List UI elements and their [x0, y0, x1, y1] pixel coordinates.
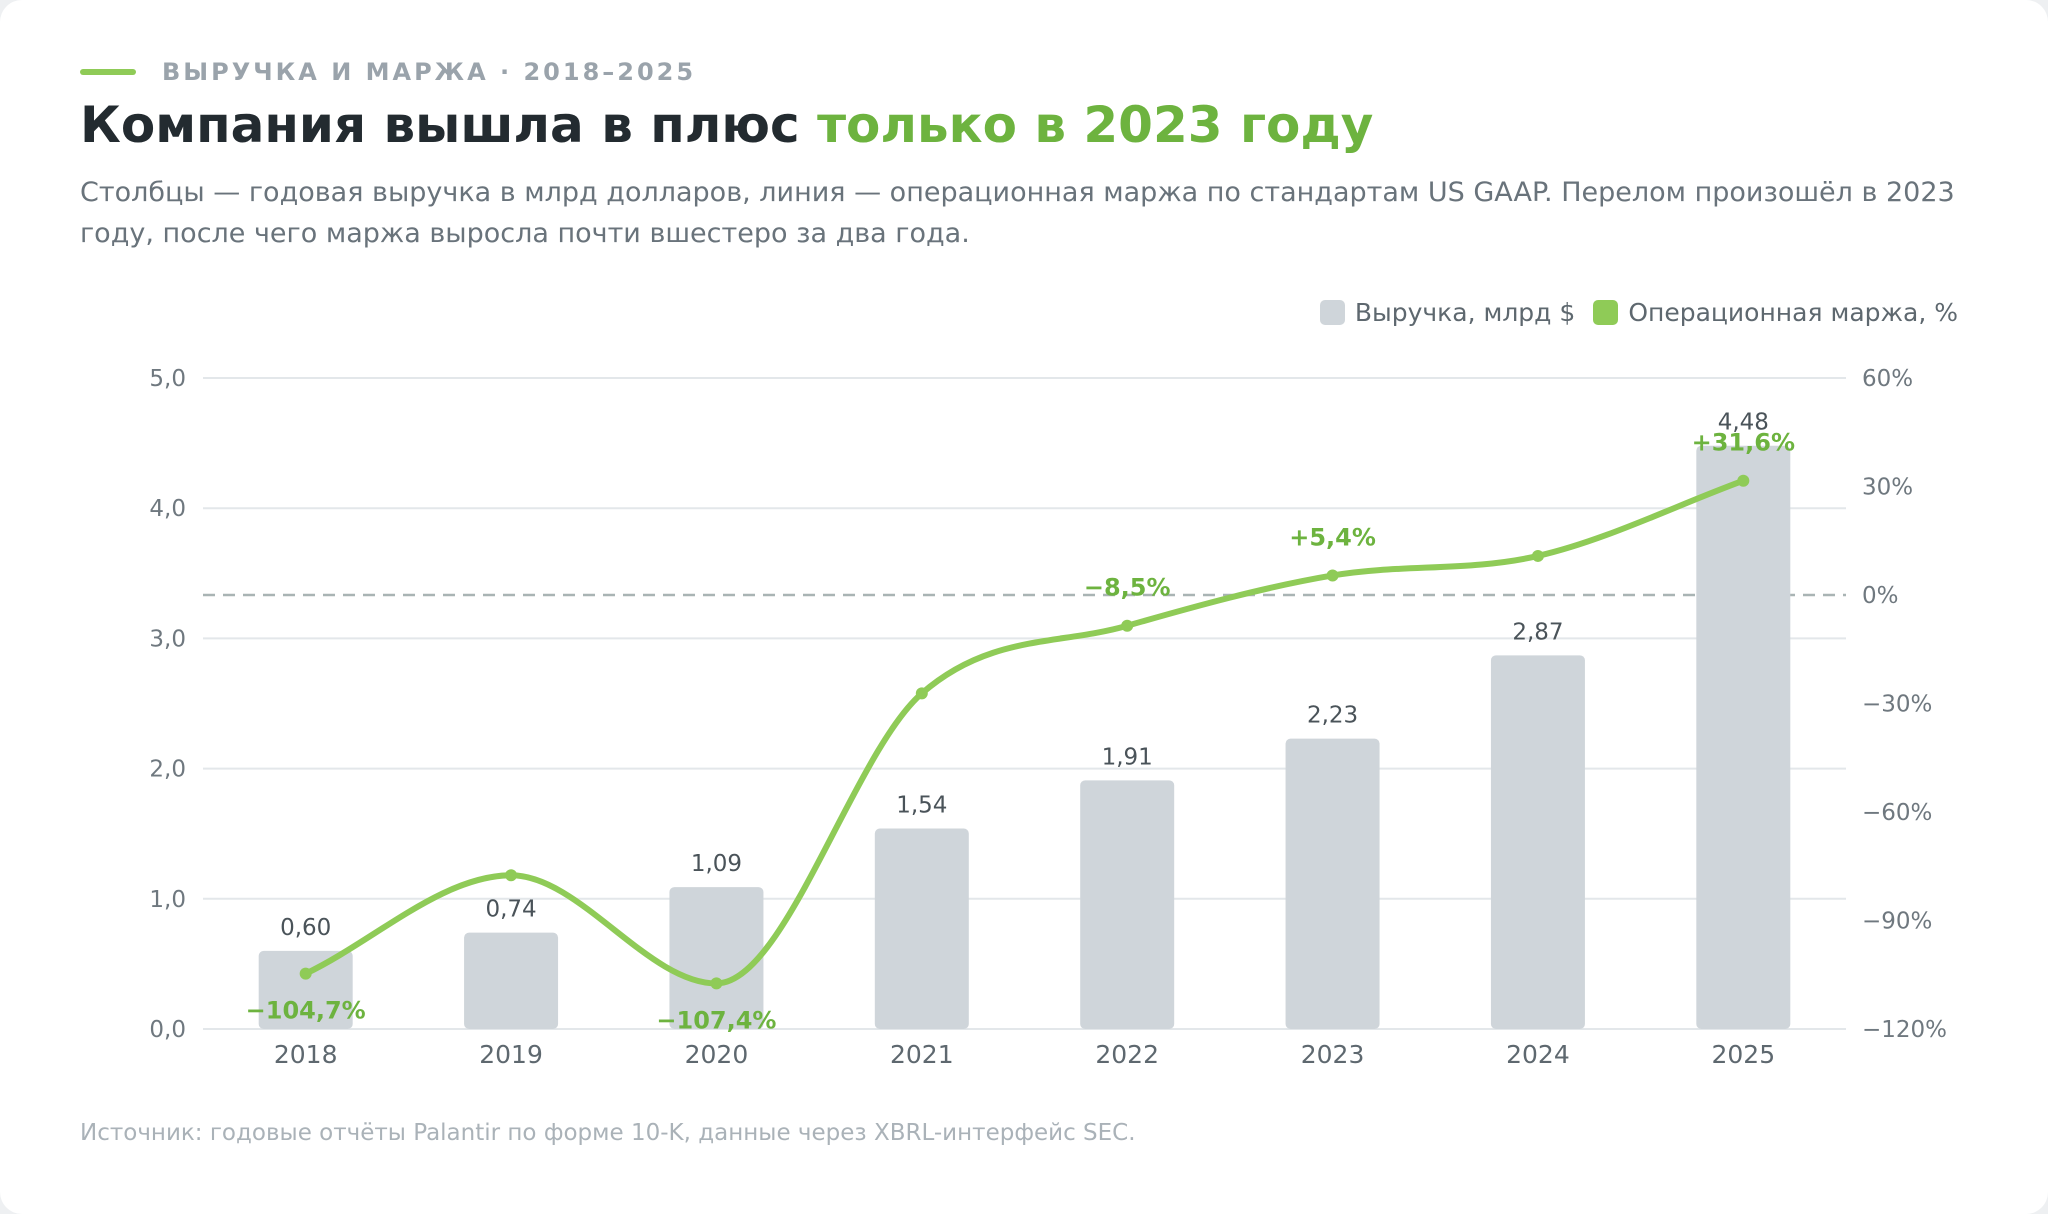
y-right-tick-label: 60%	[1862, 366, 1913, 392]
x-tick-label: 2023	[1301, 1040, 1365, 1069]
legend: Выручка, млрд $ Операционная маржа, %	[1302, 298, 1958, 327]
x-tick-label: 2020	[685, 1040, 749, 1069]
margin-line	[302, 477, 1747, 987]
y-right-tick-label: −30%	[1862, 692, 1932, 718]
revenue-bar	[1080, 780, 1175, 1029]
revenue-bar	[1490, 655, 1585, 1029]
source-note: Источник: годовые отчёты Palantir по фор…	[80, 1120, 1136, 1146]
revenue-value-label: 4,48	[1718, 410, 1769, 436]
axis-labels: 0,0 1,0 2,0 3,0 4,0 5,0 −120% −90% −60% −30% 0% 30%…	[149, 366, 1947, 1069]
margin-point	[505, 869, 518, 882]
y-right-tick-label: 30%	[1862, 475, 1913, 501]
grid-lines	[203, 377, 1846, 1030]
revenue-value-label: 1,91	[1102, 744, 1153, 770]
revenue-value-label: 0,60	[280, 915, 331, 941]
y-left-tick-label: 3,0	[149, 626, 186, 652]
y-right-tick-label: −90%	[1862, 909, 1932, 935]
legend-item-revenue: Выручка, млрд $	[1319, 298, 1576, 327]
margin-value-label: −104,7%	[246, 997, 366, 1025]
margin-value-label: −107,4%	[656, 1006, 776, 1034]
y-left-tick-label: 0,0	[149, 1017, 186, 1043]
eyebrow-text: ВЫРУЧКА И МАРЖА · 2018–2025	[162, 58, 697, 86]
bar-series	[258, 445, 1791, 1030]
margin-point	[1531, 549, 1544, 562]
x-tick-label: 2018	[274, 1040, 338, 1069]
line-series	[299, 474, 1750, 990]
x-tick-label: 2019	[479, 1040, 543, 1069]
legend-swatch-margin	[1593, 300, 1619, 325]
revenue-bar	[1285, 738, 1380, 1029]
eyebrow-rule	[80, 69, 136, 75]
y-right-tick-label: 0%	[1862, 583, 1899, 609]
title-main: Компания вышла в плюс	[80, 96, 818, 154]
y-left-tick-label: 5,0	[149, 366, 186, 392]
revenue-bar	[669, 887, 764, 1029]
y-left-tick-label: 1,0	[149, 887, 186, 913]
revenue-bar	[1696, 445, 1791, 1030]
revenue-value-label: 0,74	[485, 897, 536, 923]
margin-point	[915, 687, 928, 700]
data-labels: 0,60 0,74 1,09 1,54 1,91 2,23 2,87 4,48 −104,7% −…	[246, 410, 1795, 1035]
revenue-value-label: 2,23	[1307, 703, 1358, 729]
legend-label-revenue: Выручка, млрд $	[1354, 298, 1576, 327]
revenue-value-label: 1,54	[896, 792, 947, 818]
legend-item-margin: Операционная маржа, %	[1593, 298, 1958, 327]
margin-point	[1121, 619, 1134, 632]
chart-title: Компания вышла в плюс только в 2023 году	[80, 96, 1373, 154]
x-tick-label: 2021	[890, 1040, 954, 1069]
margin-point	[710, 977, 723, 990]
y-right-tick-label: −120%	[1862, 1017, 1947, 1043]
margin-value-label: +5,4%	[1289, 523, 1376, 551]
legend-swatch-revenue	[1319, 300, 1345, 325]
chart-subtitle: Столбцы — годовая выручка в млрд долларо…	[80, 177, 1955, 249]
x-tick-label: 2024	[1506, 1040, 1570, 1069]
revenue-bar	[464, 932, 559, 1029]
margin-value-label: −8,5%	[1084, 574, 1171, 602]
x-tick-label: 2025	[1712, 1040, 1776, 1069]
title-accent: только в 2023 году	[817, 96, 1374, 154]
y-left-tick-label: 2,0	[149, 757, 186, 783]
y-left-tick-label: 4,0	[149, 496, 186, 522]
margin-value-label: +31,6%	[1692, 429, 1795, 457]
x-tick-label: 2022	[1095, 1040, 1159, 1069]
margin-point	[1326, 569, 1339, 582]
margin-point	[299, 967, 312, 980]
margin-point	[1737, 474, 1750, 487]
revenue-value-label: 2,87	[1512, 619, 1563, 645]
eyebrow: ВЫРУЧКА И МАРЖА · 2018–2025	[80, 58, 696, 86]
y-right-tick-label: −60%	[1862, 800, 1932, 826]
revenue-bar	[258, 950, 353, 1029]
revenue-bar	[874, 828, 969, 1029]
legend-label-margin: Операционная маржа, %	[1628, 298, 1958, 327]
revenue-value-label: 1,09	[691, 851, 742, 877]
